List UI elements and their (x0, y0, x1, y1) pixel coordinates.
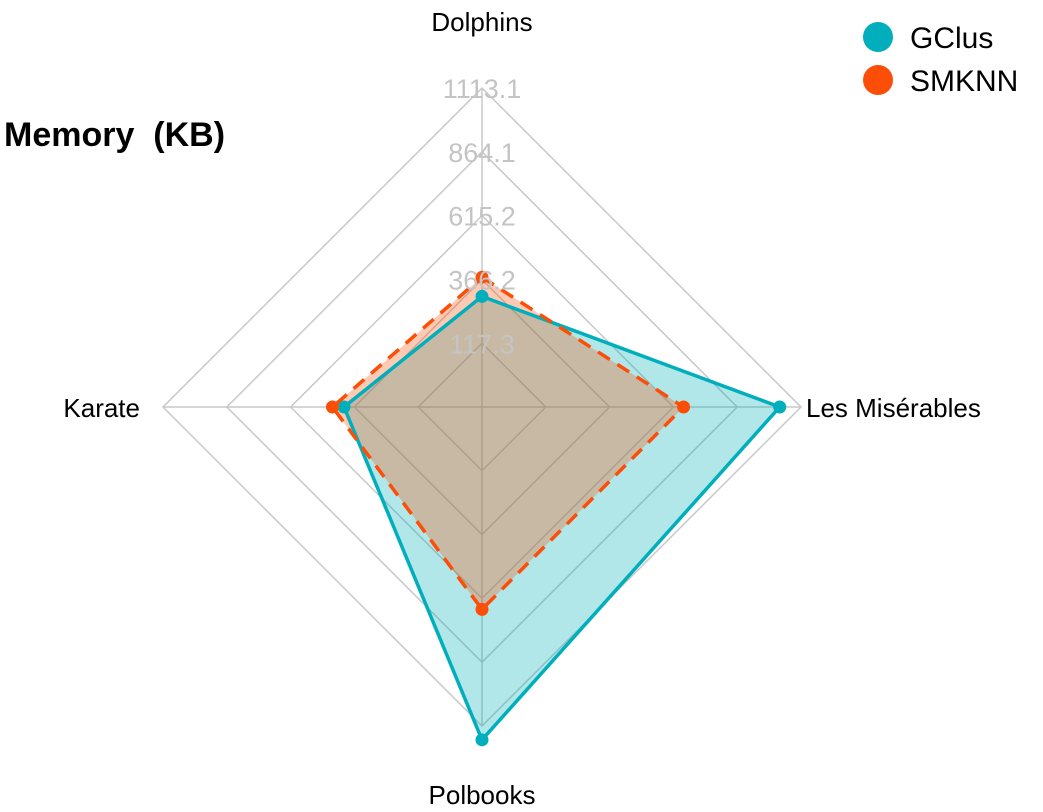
legend-item-smknn: SMKNN (863, 65, 1018, 98)
axis-label-dolphins: Dolphins (431, 7, 532, 37)
point-smknn-polbooks (475, 602, 489, 616)
radar-tick-labels: 117.3 366.2 615.2 864.1 1113.1 (443, 74, 522, 359)
point-smknn-dolphins (475, 270, 489, 284)
point-gclus-dolphins (475, 289, 489, 303)
legend-label-gclus: GClus (910, 22, 993, 55)
legend-item-gclus: GClus (863, 22, 993, 55)
tick-label-1: 117.3 (449, 329, 515, 359)
axis-label-polbooks: Polbooks (429, 780, 536, 810)
radar-series (325, 270, 787, 747)
axis-label-karate: Karate (63, 393, 140, 423)
series-area-gclus (343, 296, 780, 740)
legend: GClus SMKNN (863, 22, 1018, 98)
legend-label-smknn: SMKNN (910, 65, 1018, 98)
point-smknn-les-mis-rables (677, 400, 691, 414)
series-area-smknn (332, 277, 684, 610)
radar-spokes (163, 88, 801, 726)
radar-axis-labels: Dolphins Les Misérables Polbooks Karate (63, 7, 980, 810)
tick-label-3: 615.2 (448, 202, 516, 232)
tick-label-2: 366.2 (448, 265, 516, 295)
point-gclus-les-mis-rables (773, 400, 787, 414)
chart-title: Memory (KB) (4, 116, 225, 154)
legend-marker-smknn (863, 65, 893, 95)
axis-label-les-mis-rables: Les Misérables (806, 393, 981, 423)
tick-label-4: 864.1 (448, 138, 516, 168)
point-gclus-karate (337, 400, 351, 414)
point-smknn-karate (325, 400, 339, 414)
legend-marker-gclus (863, 22, 893, 52)
tick-label-5: 1113.1 (443, 74, 522, 104)
point-gclus-polbooks (475, 733, 489, 747)
